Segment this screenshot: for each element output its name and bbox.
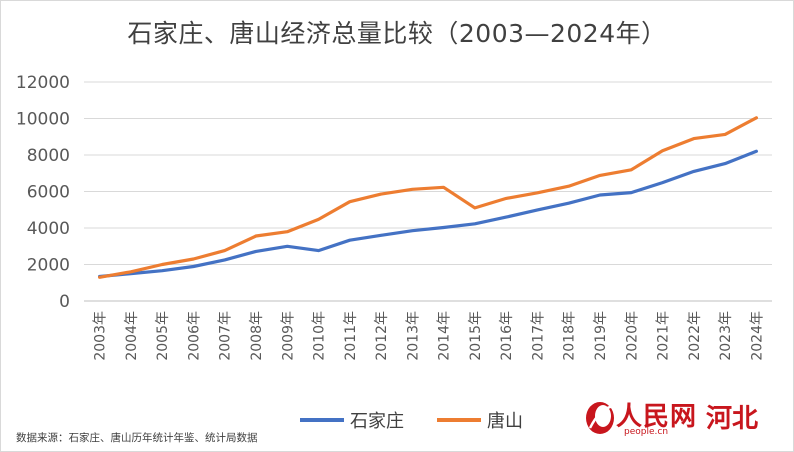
x-tick-label: 2019年 <box>593 311 609 361</box>
series-line-2 <box>97 116 759 279</box>
logo-brand: 人民网 <box>616 402 698 432</box>
x-tick-label: 2017年 <box>530 311 546 361</box>
source-note: 数据来源：石家庄、唐山历年统计年鉴、统计局数据 <box>16 432 258 444</box>
y-tick-label-4000: 4000 <box>27 219 70 239</box>
y-tick-label-6000: 6000 <box>27 183 70 203</box>
legend-label-2: 唐山 <box>487 411 523 432</box>
x-tick-label: 2021年 <box>656 311 672 361</box>
y-tick-label-10000: 10000 <box>16 110 70 130</box>
x-tick-label: 2015年 <box>468 311 484 361</box>
x-tick-label: 2016年 <box>499 311 515 361</box>
legend: 石家庄 唐山 <box>300 411 523 432</box>
x-tick-label: 2022年 <box>687 311 703 361</box>
x-tick-label: 2024年 <box>749 311 765 361</box>
x-tick-label: 2009年 <box>280 311 296 361</box>
series-line-1 <box>97 149 759 279</box>
x-tick-label: 2005年 <box>155 311 171 361</box>
y-tick-label-8000: 8000 <box>27 146 70 166</box>
y-axis-ticks: 0 2000 4000 6000 8000 10000 12000 <box>16 73 70 312</box>
x-axis-ticks: 2003年 2004年 2005年 2006年 2007年 2008年 2009年 2010年… <box>93 311 766 361</box>
y-tick-label-2000: 2000 <box>27 256 70 276</box>
x-tick-label: 2018年 <box>562 311 578 361</box>
x-tick-label: 2007年 <box>218 311 234 361</box>
x-tick-label: 2011年 <box>343 311 359 361</box>
series-lines <box>97 116 759 279</box>
logo-url: people.cn <box>624 427 669 437</box>
x-tick-label: 2012年 <box>374 311 390 361</box>
x-tick-label: 2008年 <box>249 311 265 361</box>
chart-title: 石家庄、唐山经济总量比较（2003—2024年） <box>127 19 667 48</box>
x-tick-label: 2003年 <box>93 311 109 361</box>
x-tick-label: 2006年 <box>186 311 202 361</box>
x-tick-label: 2004年 <box>124 311 140 361</box>
people-cn-logo: 人民网 people.cn 河北 <box>584 396 784 442</box>
y-tick-label-12000: 12000 <box>16 73 70 93</box>
x-tick-label: 2014年 <box>437 311 453 361</box>
x-tick-label: 2013年 <box>405 311 421 361</box>
x-tick-label: 2020年 <box>624 311 640 361</box>
people-cn-logo-icon <box>586 402 615 434</box>
legend-label-1: 石家庄 <box>350 411 404 432</box>
y-tick-label-0: 0 <box>59 292 70 312</box>
logo-region: 河北 <box>706 404 759 434</box>
x-tick-label: 2010年 <box>312 311 328 361</box>
x-tick-label: 2023年 <box>718 311 734 361</box>
